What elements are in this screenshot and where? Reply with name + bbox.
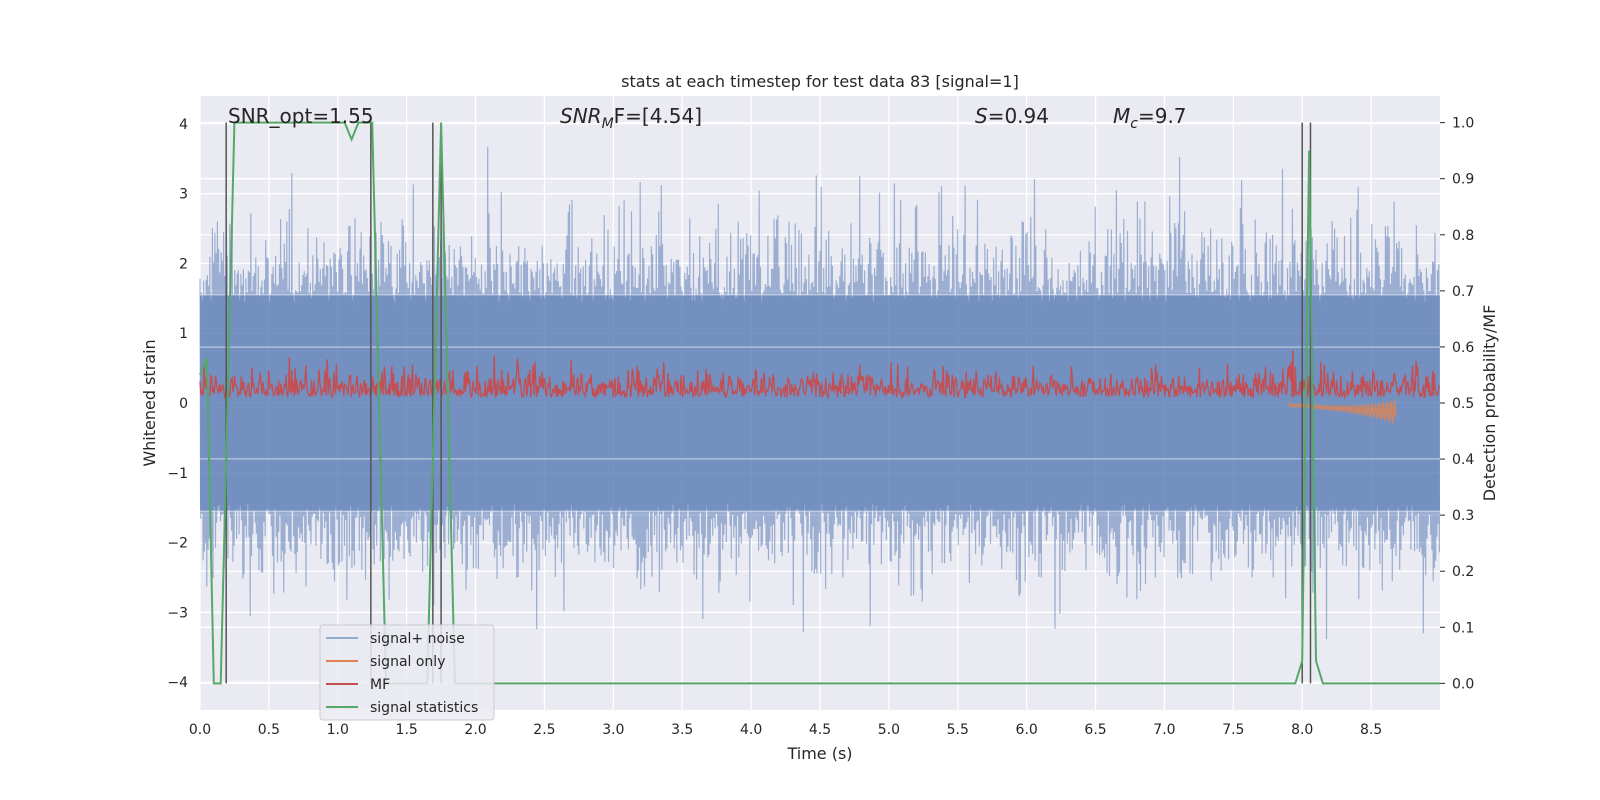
y-axis-label: Whitened strain: [140, 339, 159, 466]
series-mf: [199, 350, 1440, 400]
annotation-snr-mf: SNRMF=[4.54]: [560, 104, 702, 132]
x-tick-label: 8.5: [1360, 722, 1382, 738]
annotation-snr-opt: SNR_opt=1.55: [228, 104, 374, 128]
y2-tick-label: 0.2: [1452, 564, 1474, 580]
x-tick-label: 3.5: [671, 722, 693, 738]
legend: signal+ noise signal only MF signal stat…: [319, 624, 495, 721]
x-tick-label: 0.5: [258, 722, 280, 738]
y-tick-label: 0: [179, 396, 188, 412]
y2-tick-label: 0.4: [1452, 452, 1474, 468]
legend-entry-signal-noise: signal+ noise: [326, 631, 465, 647]
y-tick-label: −1: [167, 466, 188, 482]
x-tick-label: 7.5: [1222, 722, 1244, 738]
y2-tick-label: 0.5: [1452, 396, 1474, 412]
y2-tick-label: 1.0: [1452, 116, 1474, 132]
x-tick-label: 6.0: [1016, 722, 1038, 738]
annotation-spin: S=0.94: [975, 104, 1049, 128]
y-tick-label: 4: [179, 117, 188, 133]
y2-tick-label: 0.9: [1452, 172, 1474, 188]
y2-axis-label: Detection probability/MF: [1480, 305, 1499, 502]
annotation-chirp-mass: Mc=9.7: [1113, 104, 1187, 132]
x-tick-label: 2.5: [533, 722, 555, 738]
x-tick-label: 4.0: [740, 722, 762, 738]
y2-tick-label: 0.1: [1452, 620, 1474, 636]
x-tick-label: 2.0: [464, 722, 486, 738]
y-axis-ticks: 4 3 2 1 0 −1 −2 −3 −4: [167, 117, 188, 691]
y2-tick-label: 0.0: [1452, 676, 1474, 692]
x-tick-label: 6.5: [1084, 722, 1106, 738]
x-tick-label: 1.0: [327, 722, 349, 738]
chart-title: stats at each timestep for test data 83 …: [621, 72, 1019, 91]
legend-label: signal+ noise: [370, 631, 465, 647]
x-tick-label: 4.5: [809, 722, 831, 738]
x-axis-label: Time (s): [786, 744, 852, 763]
y2-tick-label: 0.3: [1452, 508, 1474, 524]
y-tick-label: 1: [179, 326, 188, 342]
legend-entry-mf: MF: [326, 677, 390, 693]
x-tick-label: 0.0: [189, 722, 211, 738]
x-tick-label: 1.5: [396, 722, 418, 738]
legend-label: signal only: [370, 654, 445, 670]
legend-entry-signal-statistics: signal statistics: [326, 700, 478, 716]
x-tick-label: 8.0: [1291, 722, 1313, 738]
mf-trace: [199, 350, 1440, 400]
annotations: SNR_opt=1.55 SNRMF=[4.54] S=0.94 Mc=9.7: [228, 104, 1187, 132]
y2-tick-label: 0.7: [1452, 284, 1474, 300]
x-tick-label: 7.0: [1153, 722, 1175, 738]
legend-label: MF: [370, 677, 390, 693]
y2-tick-label: 0.8: [1452, 228, 1474, 244]
x-tick-label: 5.0: [878, 722, 900, 738]
y-tick-label: −2: [167, 536, 188, 552]
y2-tick-label: 0.6: [1452, 340, 1474, 356]
y2-axis-ticks: 1.0 0.9 0.8 0.7 0.6 0.5 0.4 0.3 0.2 0.1 0.0: [1440, 116, 1474, 692]
legend-box: [319, 624, 495, 721]
x-tick-label: 5.5: [947, 722, 969, 738]
x-tick-label: 3.0: [602, 722, 624, 738]
y-tick-label: −3: [167, 605, 188, 621]
series-signal-noise: [199, 147, 1440, 640]
x-axis-ticks: 0.0 0.5 1.0 1.5 2.0 2.5 3.0 3.5 4.0 4.5 5.0 5.5 6.0 6…: [189, 722, 1382, 738]
legend-label: signal statistics: [370, 700, 478, 716]
y-tick-label: −4: [167, 675, 188, 691]
y-tick-label: 2: [179, 256, 188, 272]
legend-entry-signal-only: signal only: [326, 654, 445, 670]
y-tick-label: 3: [179, 187, 188, 203]
